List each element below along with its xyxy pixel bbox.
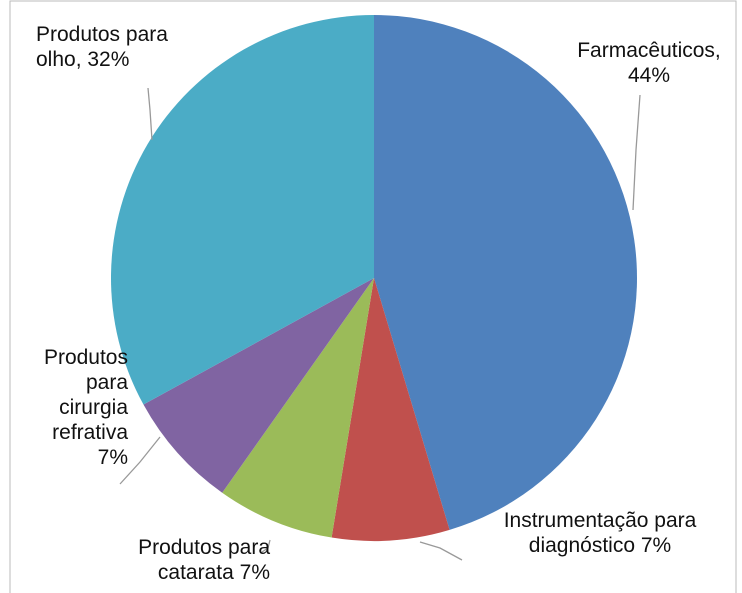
slice-label: Farmacêuticos, 44% [577,39,721,87]
pie-slice [374,15,637,530]
leader-line [147,87,153,141]
frame [9,0,737,593]
pie-slice [222,278,374,538]
leader-lines [119,87,641,561]
leader-line [119,436,161,485]
slice-label: Produtos para olho, 32% [36,23,168,71]
pie-slice [110,15,374,405]
slice-label: Produtos para cirurgia refrativa 7% [43,346,128,469]
slices [110,15,637,541]
pie-slice [331,278,450,541]
slice-label: Produtos para catarata 7% [138,536,270,584]
slice-label: Instrumentação para diagnóstico 7% [503,509,697,557]
pie-slice [143,278,374,493]
leader-line [419,541,463,561]
leader-line [261,539,271,553]
leader-line [632,94,641,211]
